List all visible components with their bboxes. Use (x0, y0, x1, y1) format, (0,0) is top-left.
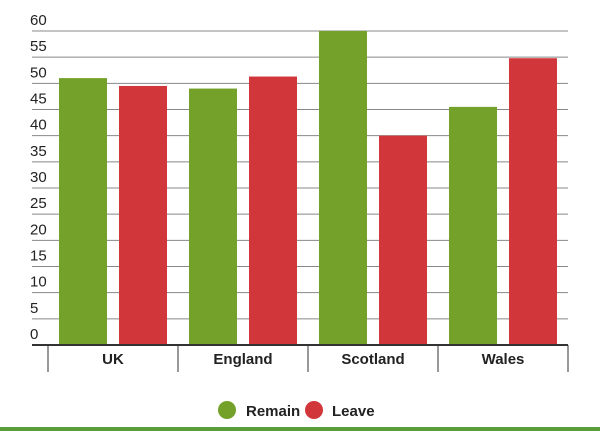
x-category-label: Wales (482, 351, 525, 368)
x-axis-category-labels: UK England Scotland Wales (102, 351, 524, 368)
legend: Remain Leave (218, 401, 375, 420)
bottom-rule (0, 427, 600, 431)
y-tick-label: 40 (30, 117, 47, 134)
bar-leave-england (249, 76, 297, 345)
bar-remain-wales (449, 106, 497, 345)
x-category-label: England (213, 351, 272, 368)
bar-remain-england (189, 88, 237, 346)
y-tick-label: 10 (30, 274, 47, 291)
y-tick-label: 45 (30, 91, 47, 108)
y-tick-label: 35 (30, 143, 47, 160)
bar-leave-uk (119, 85, 167, 345)
bars (59, 31, 557, 346)
y-tick-label: 50 (30, 64, 47, 81)
y-tick-label: 20 (30, 221, 47, 238)
x-category-label: UK (102, 351, 124, 368)
legend-swatch-leave (305, 401, 323, 419)
y-axis-tick-labels: 0 5 10 15 20 25 30 35 40 45 50 55 60 (30, 12, 47, 343)
legend-swatch-remain (218, 401, 236, 419)
legend-label-remain: Remain (246, 403, 300, 420)
y-tick-label: 55 (30, 38, 47, 55)
bar-leave-scotland (379, 135, 427, 345)
x-axis (32, 344, 569, 372)
y-tick-label: 15 (30, 248, 47, 265)
bar-leave-wales (509, 58, 557, 346)
legend-label-leave: Leave (332, 403, 375, 420)
y-tick-label: 25 (30, 195, 47, 212)
y-tick-label: 5 (30, 300, 38, 317)
x-category-label: Scotland (341, 351, 404, 368)
y-tick-label: 60 (30, 12, 47, 29)
y-tick-label: 0 (30, 326, 38, 343)
y-tick-label: 30 (30, 169, 47, 186)
bar-remain-scotland (319, 31, 367, 345)
bar-remain-uk (59, 78, 107, 345)
